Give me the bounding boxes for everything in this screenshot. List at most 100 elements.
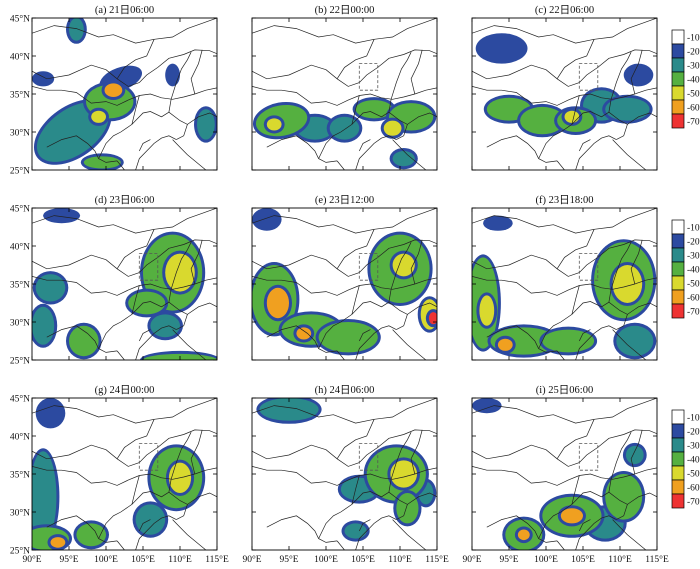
province-border <box>190 239 203 285</box>
province-border <box>410 239 423 285</box>
study-region-box <box>578 253 599 281</box>
province-border <box>98 301 217 349</box>
province-border <box>116 540 125 550</box>
province-border <box>392 329 427 360</box>
province-border <box>388 432 412 493</box>
province-border <box>266 325 338 353</box>
cloud-cell <box>472 398 502 414</box>
province-border <box>116 229 155 269</box>
province-border <box>355 135 397 170</box>
panel-grid: (a) 21日06:00 45°N 40°N 35°N 30°N 25°N (b) 22日0… <box>10 5 669 565</box>
province-border <box>32 49 217 87</box>
province-border <box>612 139 647 170</box>
province-border <box>131 285 140 315</box>
y-tick-label: 45°N <box>10 204 30 215</box>
cloud-cell <box>32 71 55 87</box>
panel-title: (i) 25日06:00 <box>536 385 593 396</box>
province-border <box>410 429 423 475</box>
y-tick-label: 35°N <box>10 90 30 101</box>
colorbar-swatch <box>671 57 685 73</box>
colorbar-label: -30 <box>687 252 700 262</box>
colorbar-swatch <box>671 71 685 87</box>
x-tick-label: 110°E <box>388 554 412 565</box>
colorbar-label: -30 <box>687 62 700 72</box>
panel-title: (h) 24日06:00 <box>315 385 375 396</box>
study-region-box <box>358 63 379 91</box>
x-tick-label: 105°E <box>131 554 155 565</box>
cloud-cell <box>165 63 181 87</box>
cloud-cell <box>520 106 565 135</box>
cloud-cell <box>479 295 495 326</box>
province-border <box>32 86 217 106</box>
cloud-cell <box>35 398 66 429</box>
province-border <box>190 429 203 475</box>
x-tick-label: 115°E <box>205 554 229 565</box>
province-border <box>472 466 657 486</box>
province-border <box>616 124 628 140</box>
province-border <box>396 504 408 520</box>
map-panel: (f) 23日18:00 <box>471 195 658 361</box>
map-panel: (c) 22日06:00 <box>471 5 658 171</box>
map-content <box>472 18 657 170</box>
panel-title: (b) 22日00:00 <box>315 5 375 16</box>
y-tick-label: 30°N <box>10 318 30 329</box>
province-border <box>336 350 345 360</box>
cloud-cell <box>428 312 437 325</box>
study-region-box <box>138 443 159 471</box>
colorbar-label: -20 <box>687 428 700 438</box>
study-region-box <box>358 253 379 281</box>
colorbar-label: -70 <box>687 498 700 508</box>
colorbar-label: -50 <box>687 280 700 290</box>
colorbar-swatch <box>671 29 685 45</box>
colorbar: -10 -20 -30 -40 -50 -60 -70 <box>671 219 700 319</box>
province-border <box>138 329 151 342</box>
colorbar-swatch <box>671 479 685 495</box>
colorbar-swatch <box>671 99 685 115</box>
x-tick-label: 105°E <box>351 554 375 565</box>
province-border <box>168 52 192 113</box>
province-border <box>351 95 360 125</box>
province-border <box>32 18 217 44</box>
colorbar-label: -40 <box>687 266 700 276</box>
province-border <box>556 419 595 459</box>
cloud-cell <box>605 97 650 121</box>
map-panel: (a) 21日06:00 45°N 40°N 35°N 30°N 25°N <box>10 5 218 177</box>
colorbar-label: -60 <box>687 484 700 494</box>
study-region-box <box>138 253 159 281</box>
province-border <box>630 239 643 285</box>
cloud-cell <box>497 338 513 351</box>
province-border <box>32 276 217 296</box>
colorbar-swatch <box>671 247 685 263</box>
cloud-cell <box>623 63 654 87</box>
province-border <box>556 229 595 269</box>
province-border <box>266 515 338 543</box>
y-tick-label: 35°N <box>10 470 30 481</box>
province-border <box>252 208 437 234</box>
province-border <box>575 325 617 360</box>
province-border <box>32 208 217 234</box>
cloud-cell <box>128 291 166 315</box>
colorbar-swatch <box>671 409 685 425</box>
province-border <box>410 49 423 95</box>
map-content <box>32 398 217 550</box>
province-border <box>392 139 427 170</box>
province-border <box>556 540 565 550</box>
x-tick-label: 95°E <box>499 554 518 565</box>
province-border <box>355 325 397 360</box>
colorbar-label: -10 <box>687 414 700 424</box>
colorbar-label: -20 <box>687 238 700 248</box>
province-border <box>168 432 192 493</box>
colorbar-swatch <box>671 289 685 305</box>
province-border <box>172 139 207 170</box>
province-border <box>32 398 217 424</box>
cloud-cell <box>50 537 66 548</box>
x-tick-label: 115°E <box>645 554 669 565</box>
province-border <box>472 398 657 424</box>
province-border <box>172 519 207 550</box>
x-tick-label: 95°E <box>279 554 298 565</box>
colorbar-swatch <box>671 85 685 101</box>
cloud-cell <box>32 306 55 345</box>
map-content <box>252 208 437 360</box>
province-border <box>472 276 657 296</box>
